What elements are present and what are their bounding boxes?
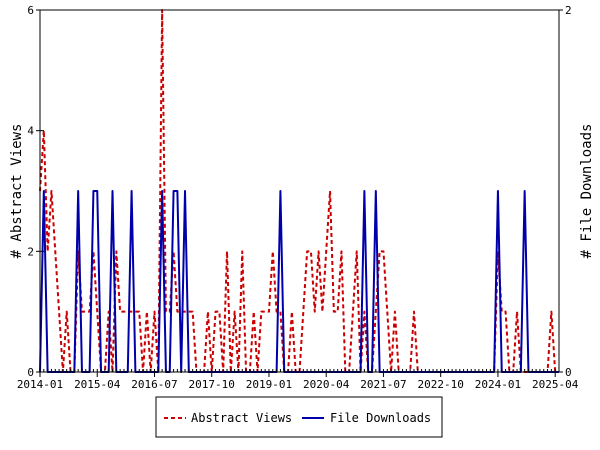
y-left-tick-label: 4 bbox=[27, 125, 34, 138]
plot-area bbox=[40, 10, 559, 372]
x-tick-label: 2021-07 bbox=[360, 378, 406, 391]
y-left-tick-label: 0 bbox=[27, 366, 34, 379]
legend-label-file-downloads: File Downloads bbox=[330, 411, 431, 425]
x-tick-label: 2020-04 bbox=[303, 378, 350, 391]
y-left-tick-label: 6 bbox=[27, 4, 34, 17]
x-tick-label: 2017-10 bbox=[189, 378, 235, 391]
plot-background bbox=[40, 10, 559, 372]
y-left-tick-label: 2 bbox=[27, 245, 34, 258]
legend: Abstract Views File Downloads bbox=[155, 396, 443, 438]
x-tick-label: 2016-07 bbox=[131, 378, 177, 391]
y-axis-right-title: # File Downloads bbox=[579, 124, 595, 259]
x-tick-label: 2024-01 bbox=[475, 378, 521, 391]
legend-label-abstract-views: Abstract Views bbox=[191, 411, 292, 425]
axes: 2014-01 2015-04 2016-07 2017-10 2019-01 2020-… bbox=[17, 4, 579, 391]
y-right-tick-label: 2 bbox=[565, 4, 572, 17]
x-tick-label: 2014-01 bbox=[17, 378, 63, 391]
x-tick-label: 2019-01 bbox=[246, 378, 292, 391]
x-tick-label: 2015-04 bbox=[74, 378, 121, 391]
legend-box bbox=[155, 396, 443, 438]
x-tick-label: 2025-04 bbox=[532, 378, 579, 391]
y-right-tick-label: 0 bbox=[565, 366, 572, 379]
y-axis-left-title: # Abstract Views bbox=[9, 124, 25, 259]
x-tick-label: 2022-10 bbox=[418, 378, 464, 391]
